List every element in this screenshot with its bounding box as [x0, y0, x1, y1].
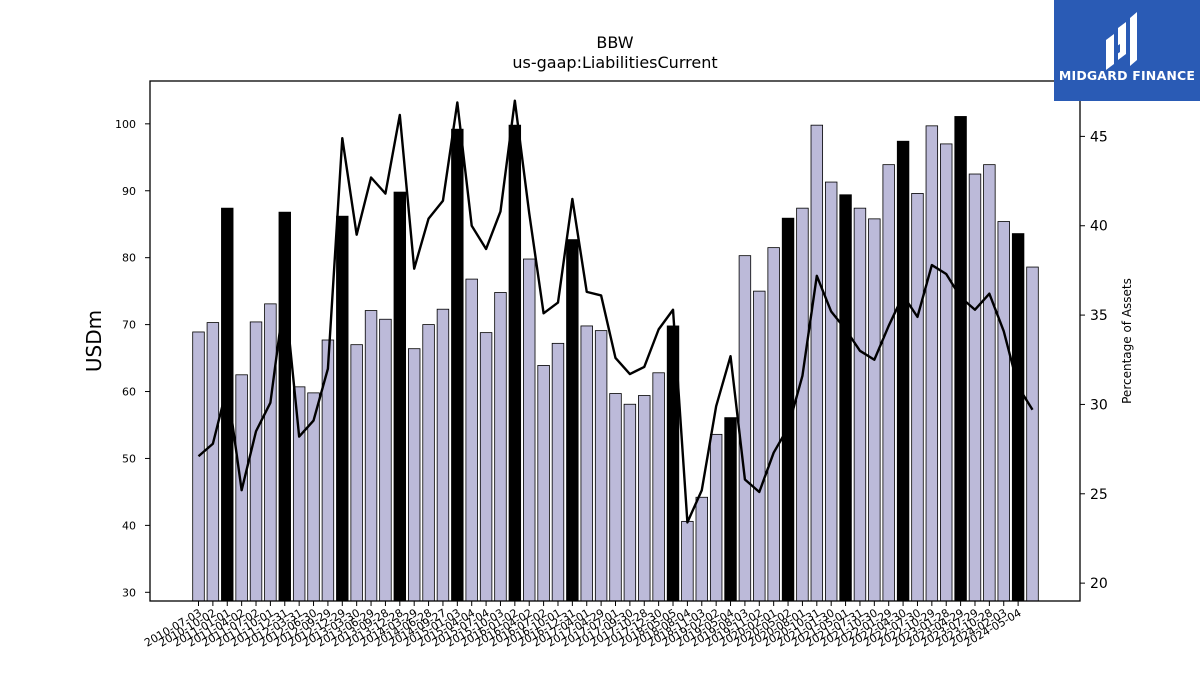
y2-tick-label: 25 — [1090, 487, 1108, 503]
bar — [709, 433, 723, 602]
y-tick-label: 30 — [122, 586, 136, 599]
right-axis: 20 25 30 35 40 45 — [1080, 129, 1108, 592]
y-axis-label: USDm — [82, 310, 106, 372]
percentage-line — [197, 99, 1034, 524]
bar — [278, 211, 291, 602]
y-tick-label: 60 — [122, 386, 136, 399]
bar — [264, 303, 277, 602]
y2-axis-label: Percentage of Assets — [1120, 278, 1134, 404]
chart-subtitle: us-gaap:LiabilitiesCurrent — [512, 53, 717, 72]
bar — [638, 395, 651, 602]
bar — [925, 125, 939, 602]
y-tick-label: 100 — [115, 118, 136, 131]
bar — [896, 140, 910, 602]
y-tick-label: 40 — [122, 519, 136, 532]
bar — [422, 324, 435, 602]
bar — [954, 116, 967, 602]
bar — [465, 278, 478, 602]
y-tick-label: 80 — [122, 252, 136, 265]
bar — [882, 164, 895, 602]
brand-logo: MIDGARD FINANCE — [1054, 0, 1200, 101]
bar — [997, 221, 1010, 602]
y2-tick-label: 20 — [1090, 576, 1108, 592]
bar — [868, 218, 881, 602]
bar — [206, 322, 220, 602]
y-tick-label: 90 — [122, 185, 136, 198]
bar — [393, 191, 407, 602]
bar — [594, 330, 608, 602]
bar — [810, 124, 824, 602]
bar — [609, 393, 622, 602]
bar — [968, 173, 982, 602]
bar — [911, 193, 924, 602]
bar — [451, 128, 464, 602]
bar — [738, 255, 752, 602]
bar — [724, 417, 737, 602]
bar — [681, 520, 694, 602]
bar — [753, 290, 766, 602]
bar — [983, 164, 996, 602]
bar — [436, 308, 450, 602]
bar — [824, 181, 838, 602]
y-tick-label: 50 — [122, 452, 136, 465]
bar — [407, 348, 421, 602]
y2-tick-label: 40 — [1090, 219, 1108, 235]
left-axis: 30 40 50 60 70 80 90 100 — [115, 118, 150, 599]
bar — [623, 403, 637, 602]
bar — [364, 310, 378, 602]
bar — [479, 332, 493, 602]
bar — [767, 247, 780, 602]
y-tick-label: 70 — [122, 319, 136, 332]
line-layer — [197, 99, 1034, 524]
chart-title: BBW — [596, 33, 633, 52]
bar — [379, 318, 392, 602]
bar — [249, 321, 263, 602]
bar — [192, 331, 205, 602]
bar — [523, 258, 536, 602]
bar — [580, 325, 593, 602]
y2-tick-label: 35 — [1090, 308, 1108, 324]
bar — [1026, 266, 1039, 602]
bar — [695, 496, 708, 602]
bar — [508, 124, 522, 602]
bar — [551, 342, 565, 602]
logo-mark-icon — [1106, 12, 1137, 70]
bar — [336, 215, 349, 602]
bar — [796, 207, 809, 602]
bar — [652, 372, 665, 602]
y2-tick-label: 45 — [1090, 129, 1108, 145]
bar — [853, 207, 867, 602]
logo-text: MIDGARD FINANCE — [1058, 68, 1196, 83]
bar — [1011, 233, 1025, 602]
bar — [537, 365, 550, 602]
bar — [494, 292, 507, 602]
bar — [566, 239, 579, 602]
x-axis: 2010-07-032010-10-022011-01-012011-04-02… — [142, 601, 1024, 650]
bar — [940, 143, 953, 602]
y2-tick-label: 30 — [1090, 397, 1108, 413]
bar — [839, 194, 852, 602]
bar — [350, 344, 363, 602]
bar — [292, 386, 306, 602]
